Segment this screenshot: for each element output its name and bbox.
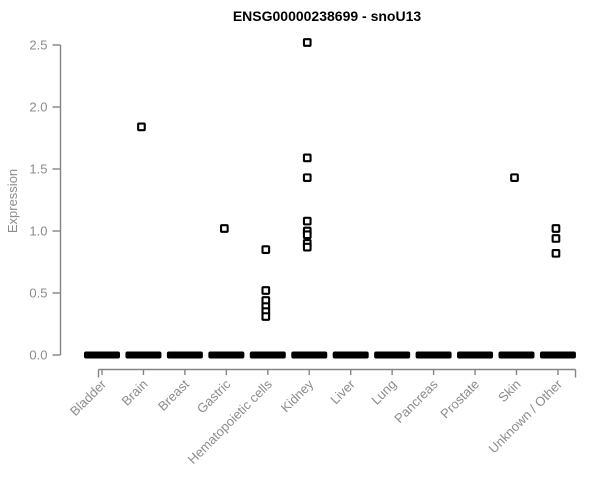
zero-expression-dash (125, 351, 162, 359)
x-category-label: Liver (327, 376, 358, 407)
zero-expression-dash (374, 351, 411, 359)
data-point (302, 38, 312, 47)
y-axis-label: Expression (5, 168, 20, 234)
zero-expression-dash (415, 351, 452, 359)
data-point (302, 153, 312, 163)
data-point (261, 245, 271, 254)
data-point (302, 230, 312, 240)
data-point (137, 122, 146, 132)
zero-expression-dash (332, 351, 369, 359)
x-category-label: Lung (368, 377, 399, 408)
zero-expression-dash (84, 351, 120, 359)
data-point (220, 224, 229, 233)
x-category-label: Pancreas (391, 376, 441, 426)
x-category-label: Kidney (278, 376, 317, 415)
y-tick-label: 1.5 (29, 162, 47, 177)
x-category-label: Gastric (194, 376, 234, 416)
zero-expression-dash (291, 351, 328, 359)
y-tick-label: 2.5 (29, 38, 47, 53)
data-point (302, 216, 312, 226)
data-point (551, 224, 561, 233)
data-point (510, 173, 519, 183)
y-tick-label: 0.5 (29, 286, 47, 301)
y-tick-label: 2.0 (29, 100, 47, 115)
chart-title: ENSG00000238699 - snoU13 (232, 8, 422, 24)
data-point (551, 234, 561, 243)
x-category-label: Bladder (67, 376, 110, 419)
zero-expression-dash (166, 351, 203, 359)
zero-expression-dash (539, 351, 576, 359)
x-category-label: Unknown / Other (485, 376, 565, 456)
zero-expression-dash (249, 351, 286, 359)
x-category-label: Breast (155, 376, 192, 413)
x-category-label: Skin (495, 377, 523, 405)
zero-expression-dash (208, 351, 245, 359)
x-category-label: Prostate (437, 377, 482, 422)
data-point (261, 312, 271, 321)
y-tick-label: 1.0 (29, 224, 47, 239)
zero-expression-dash (457, 351, 494, 359)
data-point (302, 173, 312, 183)
x-category-label: Brain (118, 377, 150, 409)
zero-expression-dash (498, 351, 535, 359)
data-point (551, 248, 561, 258)
data-point (302, 242, 312, 252)
y-tick-label: 0.0 (29, 348, 47, 363)
data-point (261, 286, 271, 295)
